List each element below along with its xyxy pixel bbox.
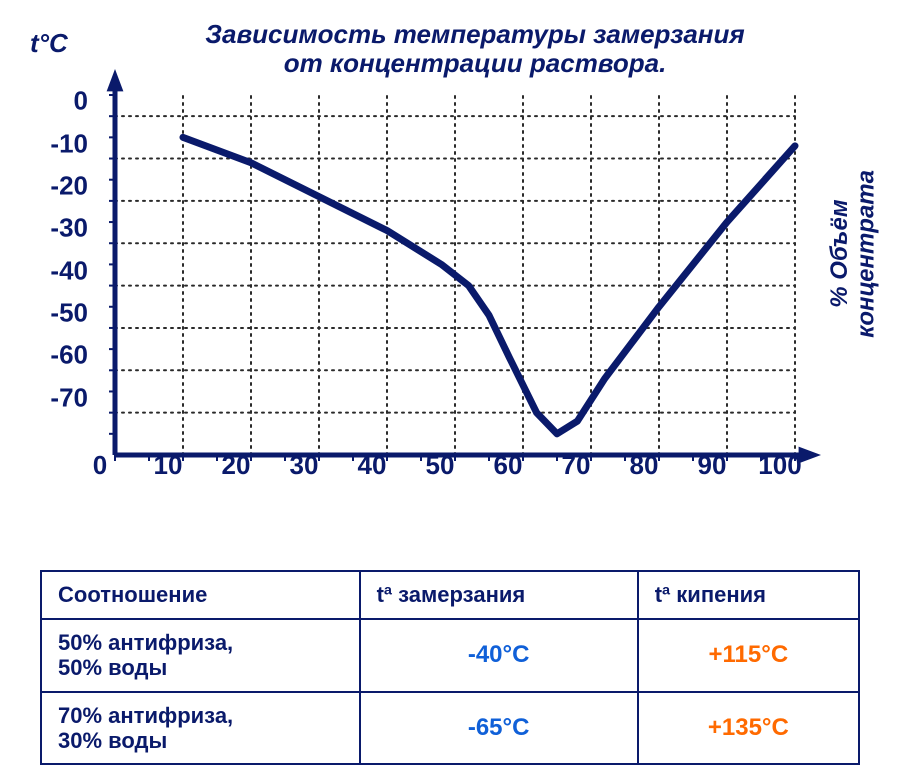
y-axis-label: t°C [30, 28, 68, 59]
y-tick-label: 0 [74, 86, 88, 117]
x-tick-label: 70 [562, 450, 591, 481]
x-tick-label: 10 [154, 450, 183, 481]
freeze-cell: -40°C [360, 619, 638, 692]
x-tick-label: 0 [93, 450, 107, 481]
boil-cell: +115°C [638, 619, 859, 692]
ratio-cell: 50% антифриза, 50% воды [41, 619, 360, 692]
chart-title: Зависимость температуры замерзания от ко… [140, 20, 810, 77]
x-tick-label: 100 [758, 450, 801, 481]
x-tick-label: 30 [290, 450, 319, 481]
data-table: Соотношение tª замерзания tª кипения 50%… [40, 570, 860, 765]
x-tick-label: 60 [494, 450, 523, 481]
table-header-row: Соотношение tª замерзания tª кипения [41, 571, 859, 619]
x-tick-label: 50 [426, 450, 455, 481]
chart-title-line2: от концентрации раствора. [284, 48, 667, 78]
table-row: 50% антифриза, 50% воды -40°C +115°C [41, 619, 859, 692]
right-label-line2: концентрата [853, 170, 880, 338]
header-freeze: tª замерзания [360, 571, 638, 619]
y-tick-label: -70 [50, 382, 88, 413]
header-ratio: Соотношение [41, 571, 360, 619]
x-tick-label: 90 [698, 450, 727, 481]
y-tick-label: -50 [50, 297, 88, 328]
chart-title-line1: Зависимость температуры замерзания [205, 19, 744, 49]
boil-cell: +135°C [638, 692, 859, 765]
ratio-line2: 50% воды [58, 655, 343, 680]
ratio-cell: 70% антифриза, 30% воды [41, 692, 360, 765]
table-row: 70% антифриза, 30% воды -65°C +135°C [41, 692, 859, 765]
y-tick-label: -10 [50, 128, 88, 159]
y-tick-label: -40 [50, 255, 88, 286]
x-tick-label: 40 [358, 450, 387, 481]
x-tick-label: 80 [630, 450, 659, 481]
header-boil: tª кипения [638, 571, 859, 619]
ratio-line1: 50% антифриза, [58, 630, 343, 655]
chart-container: t°C Зависимость температуры замерзания о… [30, 20, 870, 500]
freeze-cell: -65°C [360, 692, 638, 765]
ratio-line2: 30% воды [58, 728, 343, 753]
ratio-line1: 70% антифриза, [58, 703, 343, 728]
y-tick-label: -30 [50, 213, 88, 244]
chart-plot-area: 0-10-20-30-40-50-60-70010203040506070809… [100, 80, 780, 440]
x-tick-label: 20 [222, 450, 251, 481]
y-tick-label: -60 [50, 340, 88, 371]
y-tick-label: -20 [50, 170, 88, 201]
x-axis-right-label: % Объём концентрата [827, 170, 880, 338]
right-label-line1: % Объём [826, 200, 853, 308]
